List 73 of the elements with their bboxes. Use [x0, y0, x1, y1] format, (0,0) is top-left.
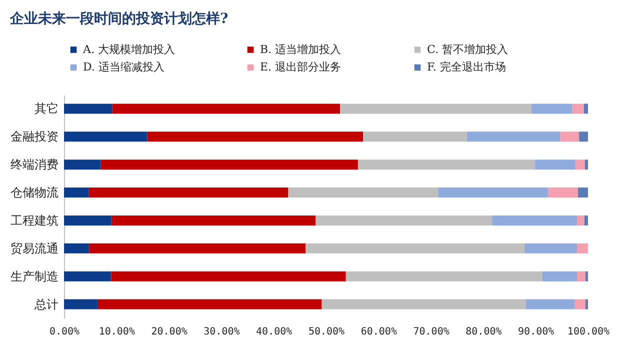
bar — [100, 160, 358, 170]
bar — [579, 132, 588, 142]
bar — [346, 271, 542, 282]
bar — [363, 132, 467, 142]
bar — [340, 104, 532, 114]
bar — [584, 104, 588, 114]
bar — [322, 299, 526, 310]
x-tick-label: 20.00% — [151, 326, 188, 338]
bar — [64, 299, 98, 310]
bar — [548, 188, 578, 198]
bar — [575, 160, 585, 170]
x-tick-label: 60.00% — [360, 326, 397, 338]
y-tick-label: 仓储物流 — [10, 186, 58, 200]
bar — [585, 299, 588, 310]
y-tick-label: 贸易流通 — [10, 241, 58, 256]
bar — [524, 243, 577, 254]
bar — [98, 299, 322, 310]
bar — [88, 188, 288, 198]
bar — [572, 104, 584, 114]
bar — [89, 243, 306, 254]
bar — [64, 160, 101, 170]
bar — [574, 299, 586, 310]
bar — [578, 188, 588, 198]
x-tick-label: 0.00% — [49, 326, 80, 338]
bar — [147, 132, 364, 142]
bar — [112, 215, 316, 226]
bar — [64, 188, 89, 198]
legend-label: C. 暂不增加投入 — [427, 42, 508, 56]
x-tick-label: 10.00% — [98, 326, 135, 338]
y-tick-label: 工程建筑 — [10, 213, 58, 228]
bar — [438, 188, 548, 198]
bar — [306, 243, 525, 254]
bar — [316, 215, 492, 226]
y-tick-label: 生产制造 — [10, 269, 58, 284]
x-tick-label: 30.00% — [204, 326, 240, 338]
bar — [526, 299, 575, 310]
legend-label: B. 适当增加投入 — [260, 42, 342, 56]
y-tick-label: 其它 — [34, 102, 58, 116]
x-tick-label: 80.00% — [466, 326, 502, 338]
y-tick-label: 终端消费 — [10, 158, 58, 172]
bar — [576, 243, 588, 254]
legend-label: F. 完全退出市场 — [427, 60, 506, 74]
legend-label: D. 适当缩减投入 — [83, 60, 164, 74]
bar — [111, 271, 346, 282]
bar — [584, 160, 588, 170]
x-tick-label: 50.00% — [308, 326, 345, 338]
x-tick-label: 100.00% — [567, 326, 610, 338]
bar — [585, 271, 588, 282]
legend-label: A. 大规模增加投入 — [82, 42, 175, 56]
legend-label: E. 退出部分业务 — [260, 60, 342, 74]
x-tick-label: 70.00% — [413, 326, 450, 338]
chart-title: 企业未来一段时间的投资计划怎样? — [9, 11, 228, 27]
x-tick-label: 90.00% — [518, 326, 554, 338]
bar — [576, 215, 584, 226]
bar — [576, 271, 586, 282]
bar — [64, 104, 112, 114]
bar — [64, 271, 112, 282]
y-tick-label: 金融投资 — [10, 130, 58, 144]
bar — [542, 271, 577, 282]
bar — [64, 243, 90, 254]
bar — [112, 104, 340, 114]
bar — [531, 104, 572, 114]
bar — [466, 132, 560, 142]
bar — [560, 132, 580, 142]
bar — [358, 160, 536, 170]
y-tick-label: 总计 — [34, 297, 58, 312]
bar — [64, 215, 112, 226]
bar — [288, 188, 438, 198]
bar — [64, 132, 148, 142]
bar — [535, 160, 576, 170]
bar — [492, 215, 577, 226]
bar — [584, 215, 588, 226]
x-tick-label: 40.00% — [256, 326, 292, 338]
